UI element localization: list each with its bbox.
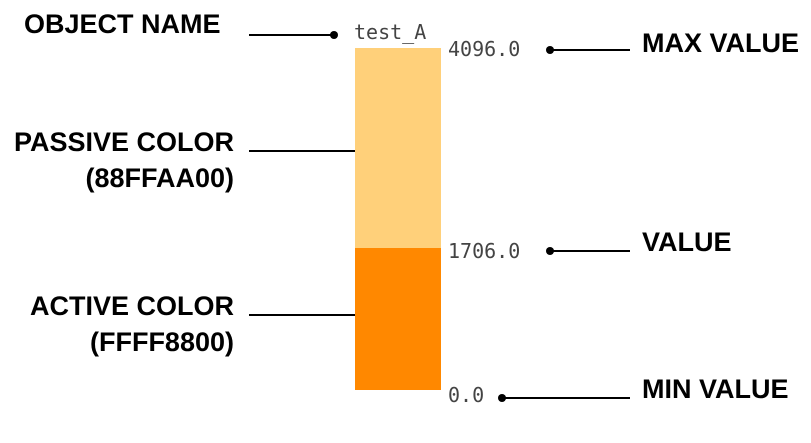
passive-color-annotation-line2: (88FFAA00) [85, 163, 234, 193]
active-color-annotation-line2: (FFFF8800) [89, 327, 234, 357]
object-name-text: test_A [354, 20, 427, 44]
active-color-leader-line [249, 314, 375, 316]
max-value-annotation: MAX VALUE [642, 28, 800, 58]
active-color-annotation: ACTIVE COLOR (FFFF8800) [0, 288, 234, 360]
passive-color-annotation: PASSIVE COLOR (88FFAA00) [0, 124, 234, 196]
value-text: 1706.0 [448, 239, 521, 263]
bar-gauge [355, 48, 441, 390]
object-name-leader-line [249, 34, 333, 36]
max-value-leader-line [550, 49, 630, 51]
bar-passive-segment [355, 48, 441, 248]
object-name-leader-dot [330, 31, 338, 39]
min-value-text: 0.0 [448, 383, 485, 407]
bar-active-segment [355, 248, 441, 390]
value-leader-line [550, 250, 630, 252]
passive-color-leader-line [249, 150, 375, 152]
value-annotation: VALUE [642, 227, 732, 257]
min-value-leader-line [502, 397, 630, 399]
passive-color-annotation-line1: PASSIVE COLOR [13, 127, 234, 157]
max-value-text: 4096.0 [448, 37, 521, 61]
min-value-annotation: MIN VALUE [642, 374, 789, 404]
object-name-annotation: OBJECT NAME [24, 9, 221, 39]
active-color-annotation-line1: ACTIVE COLOR [29, 291, 234, 321]
